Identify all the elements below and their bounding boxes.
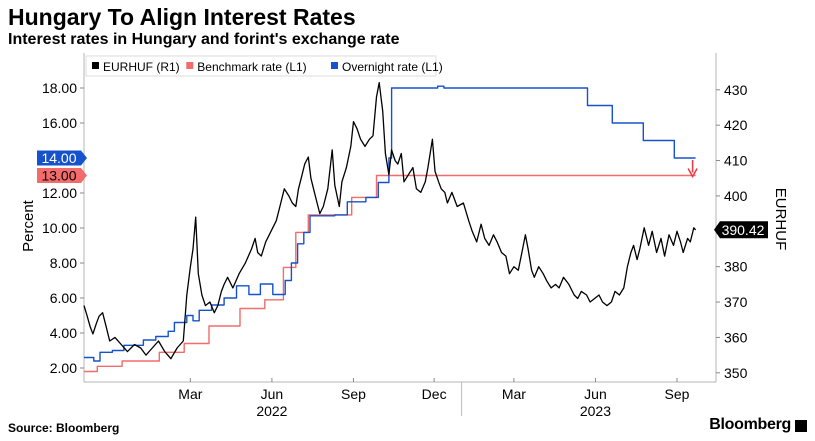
y-left-tick-label: 4.00 (50, 325, 77, 341)
y-left-tick-label: 6.00 (50, 290, 77, 306)
y-left-tick-label: 10.00 (42, 220, 77, 236)
legend-swatch (331, 62, 338, 69)
left-axis-ticks: 2.00 4.00 6.00 8.00 10.00 12.00 14.00 16.00 18.0… (42, 80, 84, 376)
y-right-tick-label: 380 (724, 259, 748, 275)
plot-area (84, 53, 716, 382)
series-layer (83, 82, 698, 373)
series-line-overnight-rate-l1 (84, 85, 696, 362)
value-tag-bg (37, 150, 87, 166)
value-tag-bg (714, 221, 768, 239)
last-value-tags: 14.00 13.00 390.42 (37, 150, 768, 239)
series-line-eurhuf-r1 (83, 82, 697, 360)
y-right-tick-label: 400 (724, 188, 748, 204)
chart-title: Hungary To Align Interest Rates (8, 4, 356, 30)
x-month-label: Sep (665, 386, 690, 402)
x-month-label: Mar (502, 386, 526, 402)
legend-swatch (186, 62, 194, 69)
legend: EURHUF (R1) Benchmark rate (L1) Overnight … (85, 55, 443, 77)
y-left-tick-label: 18.00 (42, 80, 77, 96)
y-left-tick-label: 16.00 (42, 115, 77, 131)
x-year-label: 2023 (580, 403, 611, 419)
value-tag-label: 13.00 (41, 168, 76, 184)
value-tag-label: 390.42 (722, 222, 765, 238)
x-month-label: Jun (584, 386, 607, 402)
x-month-label: Dec (422, 386, 447, 402)
y-right-tick-label: 350 (724, 365, 748, 381)
value-tag-label: 14.00 (41, 150, 76, 166)
legend-item-label: EURHUF (R1) (103, 60, 180, 74)
value-tag-bg (37, 168, 87, 183)
x-month-label: Mar (178, 386, 202, 402)
y-left-tick-label: 2.00 (50, 360, 77, 376)
y-right-tick-label: 430 (724, 82, 748, 98)
legend-box (85, 55, 437, 77)
y-right-tick-label: 360 (724, 329, 748, 345)
x-year-label: 2022 (256, 403, 287, 419)
rate-cut-arrow-head-icon (687, 168, 698, 179)
brand-mark-icon (795, 420, 807, 432)
brand-logo: Bloomberg (709, 416, 791, 433)
x-month-label: Sep (341, 386, 366, 402)
y-axis-left-label: Percent (20, 199, 37, 252)
x-month-label: Jun (261, 386, 284, 402)
y-right-tick-label: 370 (724, 294, 748, 310)
legend-item-label: Overnight rate (L1) (342, 60, 443, 74)
source-note: Source: Bloomberg (8, 421, 120, 435)
chart-subtitle: Interest rates in Hungary and forint's e… (8, 31, 400, 48)
legend-item-label: Benchmark rate (L1) (197, 60, 306, 74)
y-right-tick-label: 420 (724, 117, 748, 133)
y-left-tick-label: 12.00 (42, 185, 77, 201)
x-axis-ticks: Mar Jun Sep Dec Mar Jun Sep 2022 2023 (178, 378, 690, 419)
y-left-tick-label: 8.00 (50, 255, 77, 271)
y-right-tick-label: 410 (724, 153, 748, 169)
y-axis-right-label: EURHUF (772, 188, 789, 251)
legend-swatch (92, 62, 99, 69)
